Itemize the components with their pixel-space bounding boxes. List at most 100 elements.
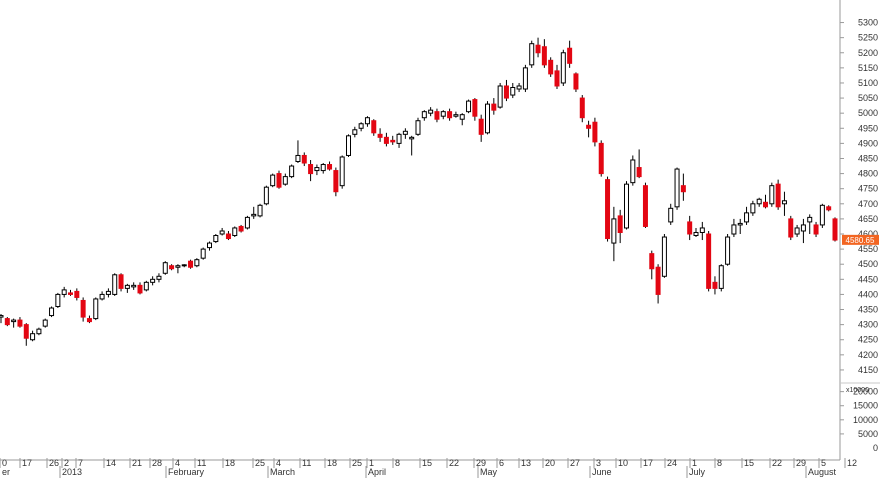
candle-body	[36, 328, 42, 335]
candle	[42, 318, 48, 328]
candle-body	[105, 290, 111, 295]
candle-body	[567, 47, 573, 64]
candle	[649, 250, 655, 280]
candle-body	[17, 319, 23, 327]
day-tick-label: 13	[521, 458, 531, 468]
candle-body	[434, 111, 440, 120]
candle	[832, 217, 838, 242]
candle	[61, 286, 67, 298]
candle-body	[364, 117, 370, 125]
candle-body	[74, 290, 80, 298]
candle	[282, 173, 288, 186]
candle	[339, 155, 345, 189]
candle	[314, 164, 320, 176]
candle-body	[232, 227, 238, 237]
candle-body	[276, 173, 282, 188]
candle-body	[447, 111, 453, 119]
candle-body	[737, 222, 743, 226]
candle-body	[251, 213, 257, 217]
price-tick-label: 4700	[858, 199, 878, 209]
candle	[333, 167, 339, 197]
candle-body	[68, 292, 73, 295]
candle	[598, 140, 604, 177]
candle	[396, 132, 402, 148]
candle-body	[137, 284, 143, 294]
candle	[175, 264, 181, 274]
candle	[699, 221, 705, 241]
candle	[232, 226, 238, 238]
candle	[434, 108, 440, 123]
candle	[781, 191, 787, 216]
candle	[17, 317, 23, 328]
candle-body	[674, 168, 680, 208]
candle	[497, 82, 503, 109]
day-tick-label: 11	[197, 458, 206, 468]
candle-body	[295, 154, 301, 163]
candle-body	[358, 123, 364, 129]
candle	[200, 247, 206, 260]
day-tick-label: 10	[618, 458, 628, 468]
day-tick-label: 1	[369, 458, 374, 468]
price-tick-label: 4850	[858, 153, 878, 163]
day-tick-label: 24	[667, 458, 677, 468]
candle-body	[731, 224, 737, 235]
candle	[80, 297, 86, 322]
candle-body	[263, 186, 269, 205]
candle-body	[750, 203, 756, 214]
price-tick-label: 5100	[858, 78, 878, 88]
candle-body	[207, 242, 212, 249]
candle	[586, 120, 592, 138]
candle	[706, 230, 712, 292]
candle	[756, 197, 762, 207]
candle	[137, 282, 143, 295]
day-tick-label: 25	[255, 458, 265, 468]
day-tick-label: 3	[596, 458, 601, 468]
candle-body	[415, 120, 421, 135]
month-tick-label: February	[168, 467, 205, 477]
candle-body	[188, 260, 194, 268]
candle	[440, 110, 446, 120]
candle	[794, 224, 800, 238]
candle-body	[598, 142, 604, 175]
price-tick-label: 4350	[858, 305, 878, 315]
candle-body	[80, 299, 86, 318]
candle	[371, 119, 377, 136]
candle-body	[327, 164, 333, 170]
candle-body	[320, 164, 326, 172]
candle-body	[99, 293, 105, 300]
candle-body	[112, 274, 118, 295]
candle	[472, 98, 478, 121]
candle	[383, 132, 389, 147]
candle-body	[611, 218, 617, 244]
candle-body	[800, 224, 806, 232]
candle-body	[0, 315, 4, 318]
candle-body	[668, 207, 674, 223]
candle	[826, 205, 832, 212]
candle	[4, 317, 10, 327]
day-tick-label: 21	[132, 458, 142, 468]
candle	[238, 224, 244, 233]
candle-body	[333, 170, 339, 193]
candle	[807, 214, 813, 235]
volume-multiplier-label: x10000	[846, 387, 869, 394]
candle-body	[503, 85, 509, 99]
candle	[409, 135, 415, 156]
day-tick-label: 8	[717, 458, 722, 468]
candle	[308, 159, 314, 182]
candle	[750, 200, 756, 216]
candle	[769, 182, 775, 207]
candle	[611, 206, 617, 262]
candle	[630, 155, 636, 186]
candle-body	[485, 103, 490, 134]
candle-body	[491, 103, 497, 111]
day-tick-label: 0	[2, 458, 7, 468]
candle	[731, 218, 737, 238]
candle	[535, 37, 541, 58]
candle	[718, 264, 724, 292]
candle	[453, 111, 459, 118]
candle	[510, 82, 516, 99]
candle	[213, 234, 219, 244]
candle-body	[522, 67, 528, 90]
price-tick-label: 4600	[858, 229, 878, 239]
